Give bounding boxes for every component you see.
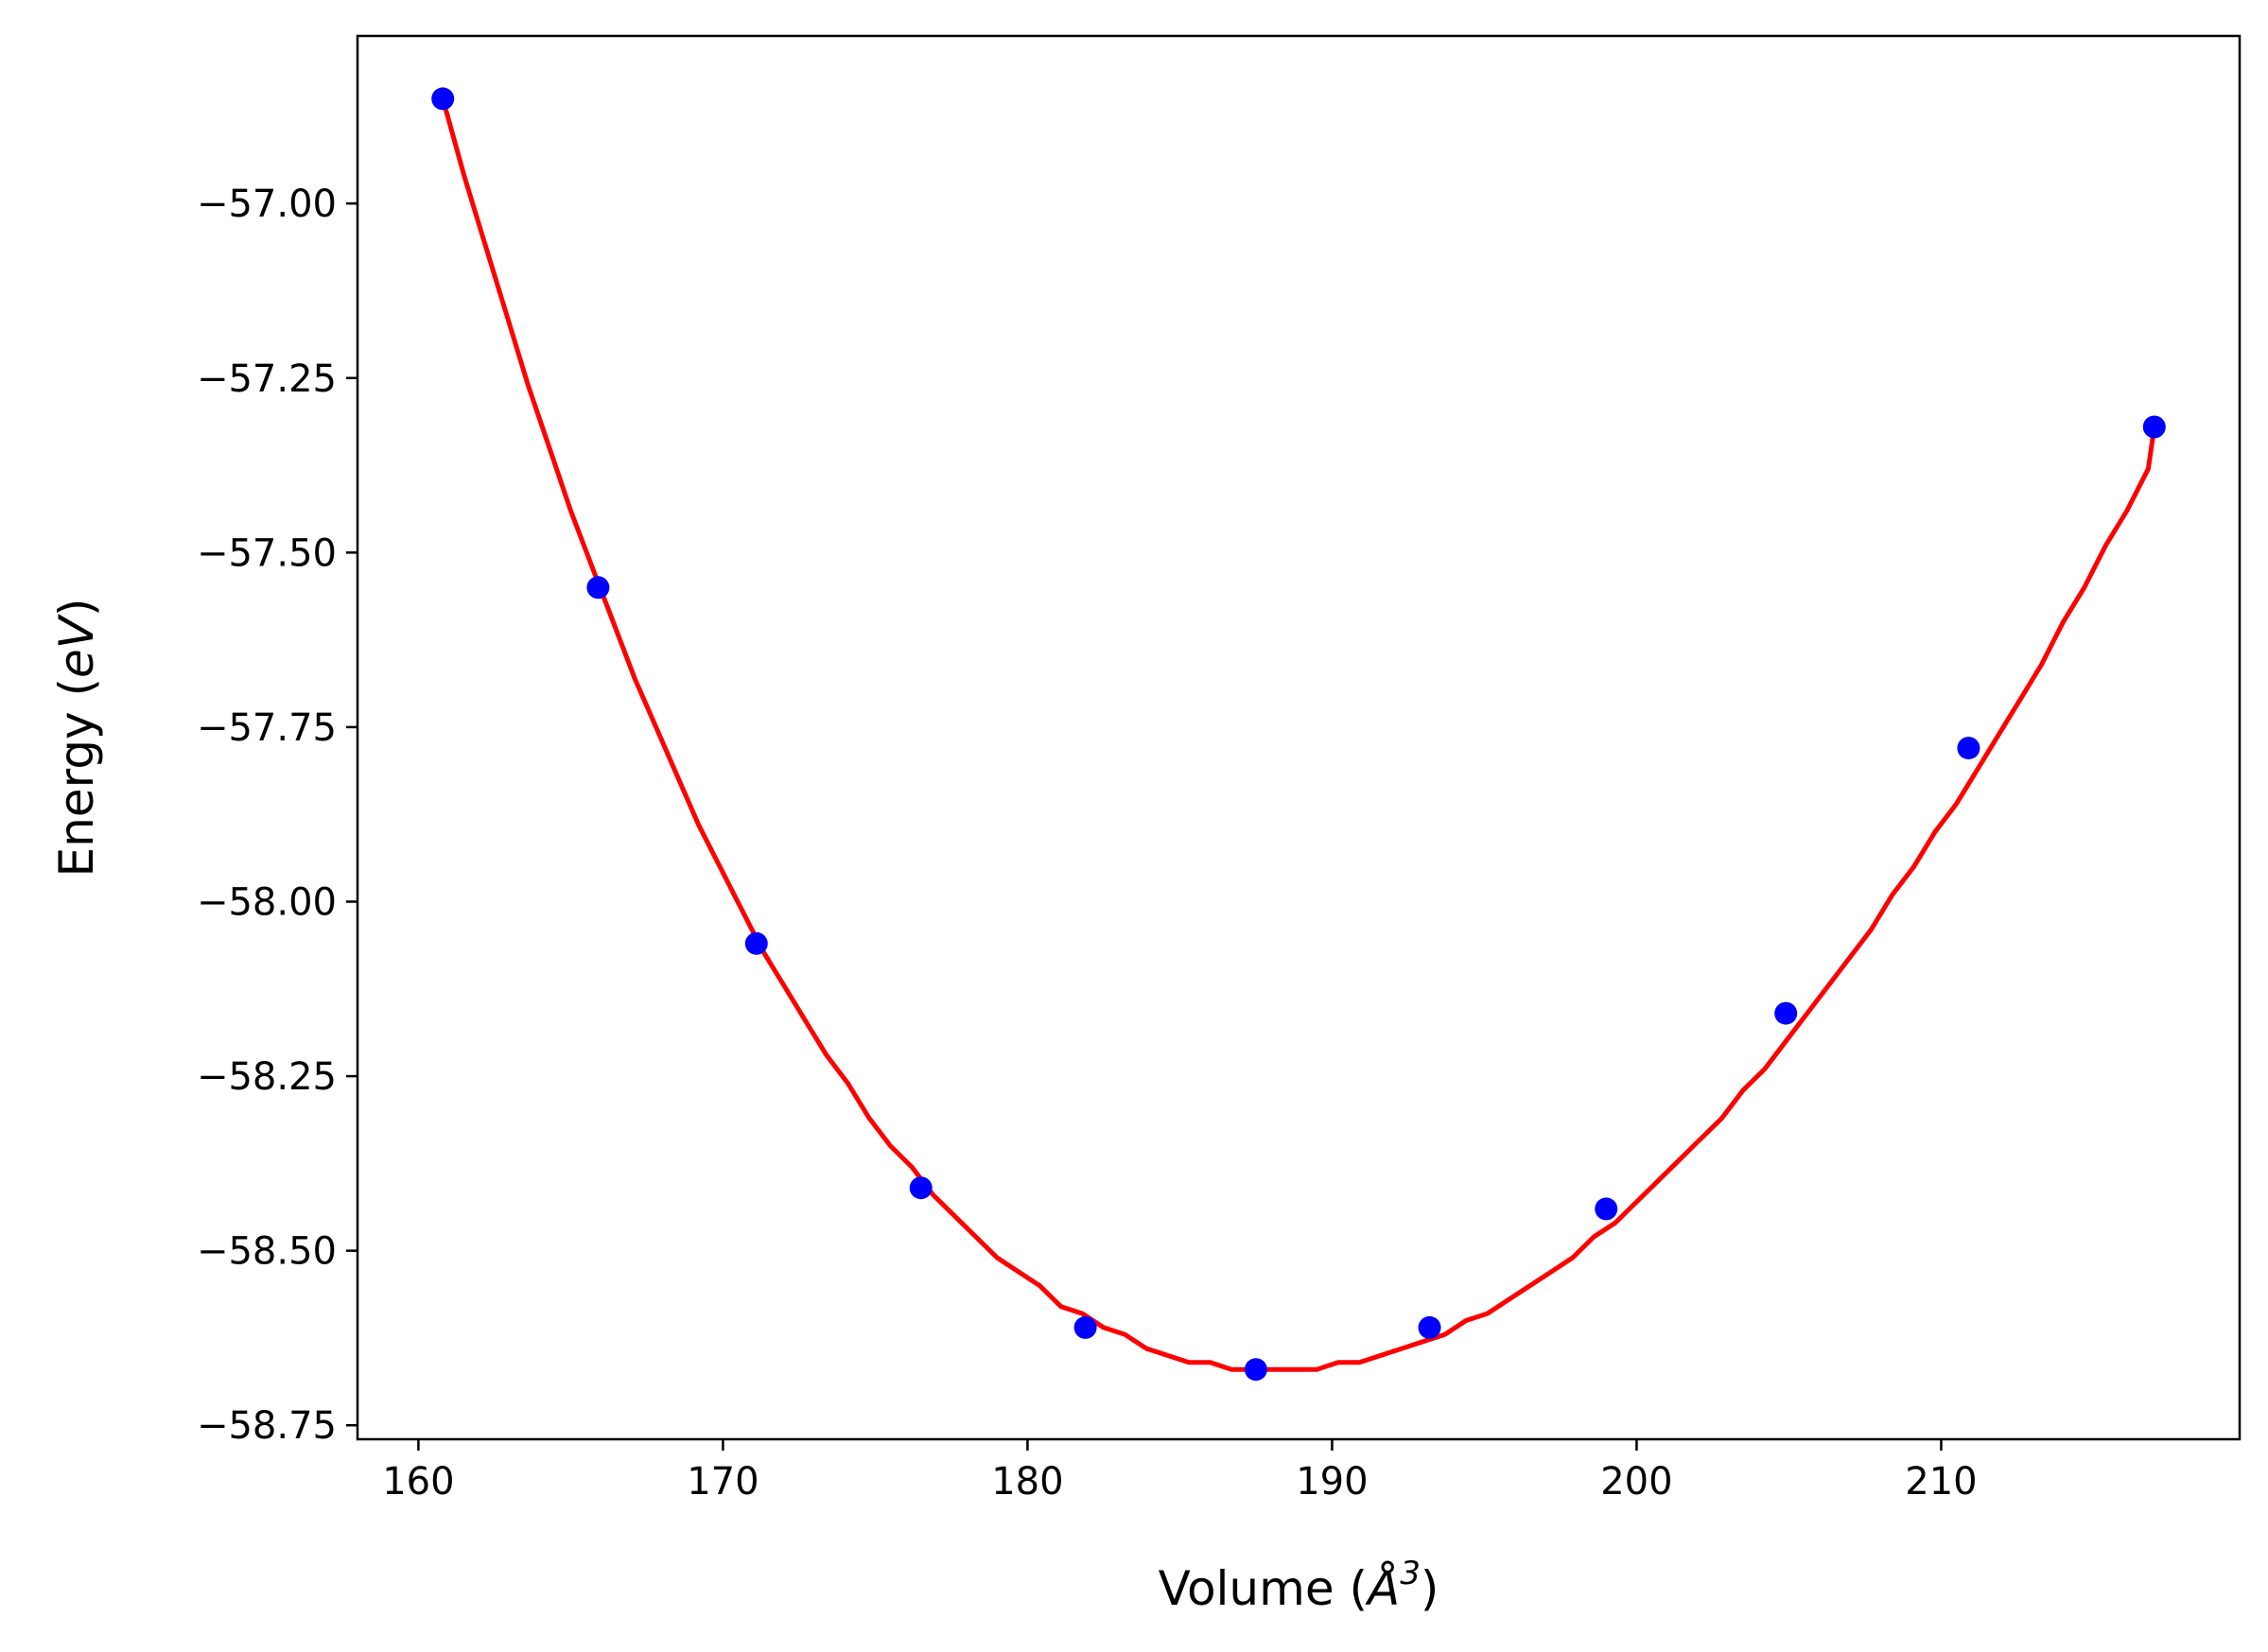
data-point [431, 87, 455, 111]
y-tick-label: −57.25 [197, 357, 337, 401]
plot-area [431, 87, 2166, 1382]
data-point [1774, 1001, 1798, 1025]
data-point [744, 931, 768, 955]
y-axis-label: Energy (eV) [49, 599, 104, 878]
x-tick-label: 200 [1600, 1460, 1672, 1504]
y-tick-label: −57.75 [197, 706, 337, 750]
y-tick-label: −58.75 [197, 1404, 337, 1448]
x-axis-label: Volume (Å3) [1159, 1555, 1439, 1616]
x-tick-label: 180 [991, 1460, 1063, 1504]
x-tick-label: 190 [1296, 1460, 1368, 1504]
y-tick-label: −58.25 [197, 1055, 337, 1099]
data-point [1595, 1197, 1618, 1221]
y-tick-label: −58.50 [197, 1230, 337, 1274]
y-tick-label: −57.00 [197, 183, 337, 226]
x-tick-label: 160 [382, 1460, 454, 1504]
data-point [1073, 1315, 1097, 1339]
data-point [2142, 415, 2166, 439]
data-point [909, 1176, 933, 1200]
x-tick-label: 170 [687, 1460, 759, 1504]
fit-curve [440, 97, 2157, 1372]
data-point [1957, 737, 1980, 760]
axis-ticks: 160 170 180 190 200 210 −57.00 −57.25 −57.50 −57.… [197, 183, 1978, 1504]
data-point [1418, 1315, 1441, 1339]
data-point [586, 576, 610, 600]
y-tick-label: −57.50 [197, 531, 337, 575]
y-tick-label: −58.00 [197, 881, 337, 925]
plot-frame [356, 34, 2242, 1441]
x-tick-label: 210 [1905, 1460, 1977, 1504]
data-point [1244, 1358, 1267, 1382]
